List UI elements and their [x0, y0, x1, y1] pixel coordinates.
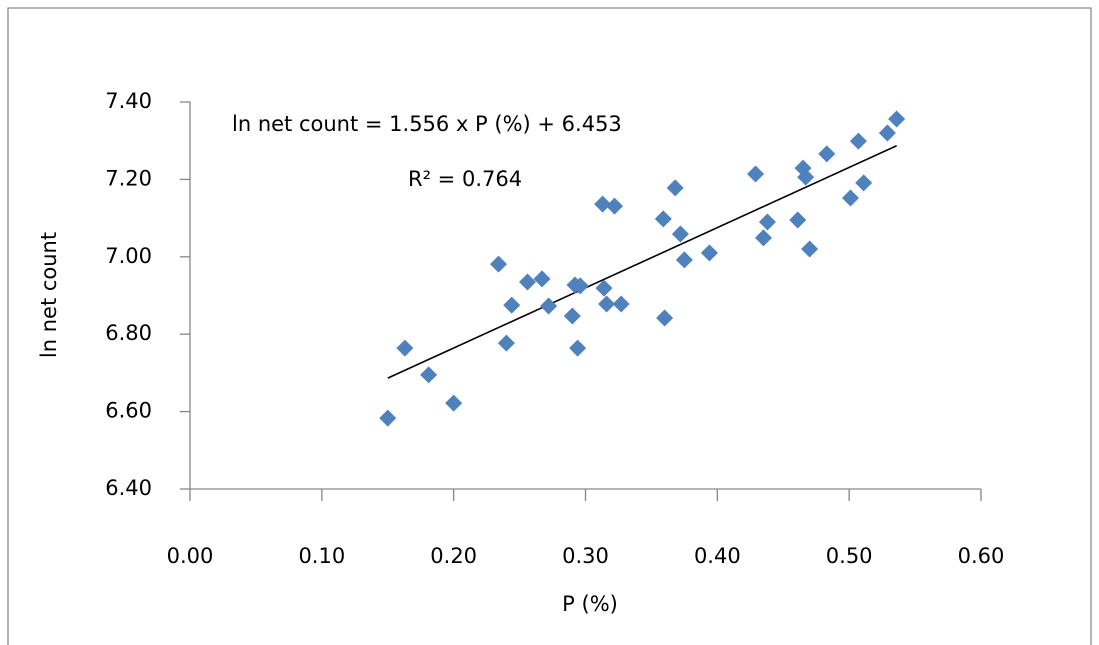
data-point [445, 394, 463, 412]
data-point [675, 251, 693, 269]
data-point [797, 168, 815, 186]
data-point [595, 279, 613, 297]
data-point [666, 179, 684, 197]
x-axis-title: P (%) [562, 592, 618, 616]
y-tick-label: 7.20 [105, 166, 152, 190]
y-tick-label: 7.40 [105, 89, 152, 113]
x-tick-label: 0.40 [694, 544, 741, 568]
data-point [841, 189, 859, 207]
x-tick-label: 0.10 [298, 544, 345, 568]
data-point [700, 244, 718, 262]
r-squared: R² = 0.764 [408, 167, 522, 191]
x-tick-label: 0.30 [562, 544, 609, 568]
x-tick-label: 0.60 [958, 544, 1005, 568]
x-tick-label: 0.50 [826, 544, 873, 568]
data-point [489, 255, 507, 273]
data-point [818, 145, 836, 163]
data-point [563, 307, 581, 325]
data-point [849, 132, 867, 150]
data-point [594, 195, 612, 213]
data-point [518, 273, 536, 291]
data-point [878, 124, 896, 142]
data-point [855, 174, 873, 192]
y-tick-label: 6.40 [105, 476, 152, 500]
data-point [598, 295, 616, 313]
x-tick-label: 0.00 [167, 544, 214, 568]
data-point [789, 211, 807, 229]
chart-frame [7, 7, 1092, 645]
data-point [571, 277, 589, 295]
trend-line [387, 144, 897, 379]
data-point [569, 339, 587, 357]
data-point [654, 210, 672, 228]
data-point [606, 197, 624, 215]
data-point [801, 240, 819, 258]
data-point [754, 229, 772, 247]
data-point [758, 213, 776, 231]
data-point [396, 339, 414, 357]
x-tick-label: 0.20 [430, 544, 477, 568]
trend-equation: ln net count = 1.556 x P (%) + 6.453 [232, 112, 622, 136]
data-point [379, 409, 397, 427]
data-point [747, 165, 765, 183]
y-tick-label: 7.00 [105, 244, 152, 268]
data-point [533, 270, 551, 288]
y-tick-label: 6.60 [105, 399, 152, 423]
data-point [420, 366, 438, 384]
data-point [612, 295, 630, 313]
data-point [671, 225, 689, 243]
data-point [540, 297, 558, 315]
data-point [888, 110, 906, 128]
y-axis-title: ln net count [37, 232, 61, 358]
data-point [497, 334, 515, 352]
y-tick-label: 6.80 [105, 321, 152, 345]
data-point [656, 309, 674, 327]
data-point [503, 296, 521, 314]
